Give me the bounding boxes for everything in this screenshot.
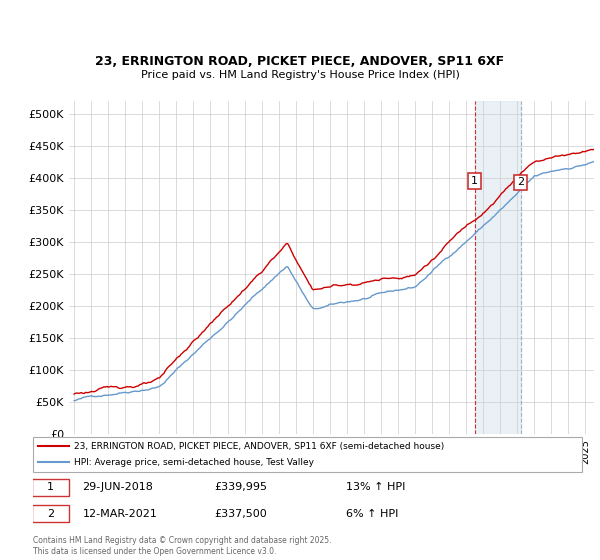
Text: £337,500: £337,500	[214, 509, 267, 519]
Text: 1: 1	[47, 482, 54, 492]
Text: 23, ERRINGTON ROAD, PICKET PIECE, ANDOVER, SP11 6XF (semi-detached house): 23, ERRINGTON ROAD, PICKET PIECE, ANDOVE…	[74, 442, 445, 451]
FancyBboxPatch shape	[32, 505, 69, 522]
Text: Price paid vs. HM Land Registry's House Price Index (HPI): Price paid vs. HM Land Registry's House …	[140, 70, 460, 80]
FancyBboxPatch shape	[32, 479, 69, 496]
Text: 12-MAR-2021: 12-MAR-2021	[82, 509, 157, 519]
Text: 6% ↑ HPI: 6% ↑ HPI	[346, 509, 398, 519]
Text: 1: 1	[471, 176, 478, 186]
Text: HPI: Average price, semi-detached house, Test Valley: HPI: Average price, semi-detached house,…	[74, 458, 314, 466]
Bar	[475, 101, 521, 434]
Text: £339,995: £339,995	[214, 482, 267, 492]
Text: 29-JUN-2018: 29-JUN-2018	[82, 482, 153, 492]
Text: 2: 2	[47, 509, 54, 519]
Text: 23, ERRINGTON ROAD, PICKET PIECE, ANDOVER, SP11 6XF: 23, ERRINGTON ROAD, PICKET PIECE, ANDOVE…	[95, 55, 505, 68]
Text: 2: 2	[517, 178, 524, 188]
FancyBboxPatch shape	[33, 437, 582, 472]
Text: 13% ↑ HPI: 13% ↑ HPI	[346, 482, 406, 492]
Text: Contains HM Land Registry data © Crown copyright and database right 2025.
This d: Contains HM Land Registry data © Crown c…	[33, 536, 331, 556]
